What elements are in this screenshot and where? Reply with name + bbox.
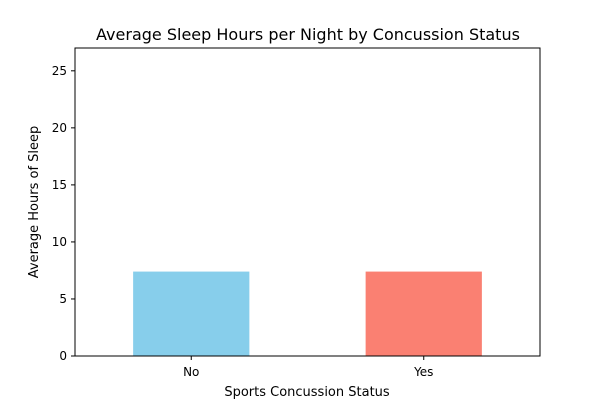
x-tick-label: Yes xyxy=(413,365,433,379)
bar-yes xyxy=(365,271,482,356)
y-tick-label: 10 xyxy=(52,235,67,249)
x-axis-label: Sports Concussion Status xyxy=(224,385,390,400)
bar-no xyxy=(133,271,250,356)
plot-area: No Yes 0 5 10 15 20 25 xyxy=(52,64,482,379)
y-tick-label: 0 xyxy=(59,349,67,363)
chart-title: Average Sleep Hours per Night by Concuss… xyxy=(96,25,520,44)
y-tick-label: 20 xyxy=(52,121,67,135)
x-tick-label: No xyxy=(183,365,199,379)
plot-frame xyxy=(74,47,541,357)
y-tick-label: 5 xyxy=(59,292,67,306)
y-tick-label: 15 xyxy=(52,178,67,192)
y-axis-label: Average Hours of Sleep xyxy=(27,126,42,279)
y-tick-label: 25 xyxy=(52,64,67,78)
